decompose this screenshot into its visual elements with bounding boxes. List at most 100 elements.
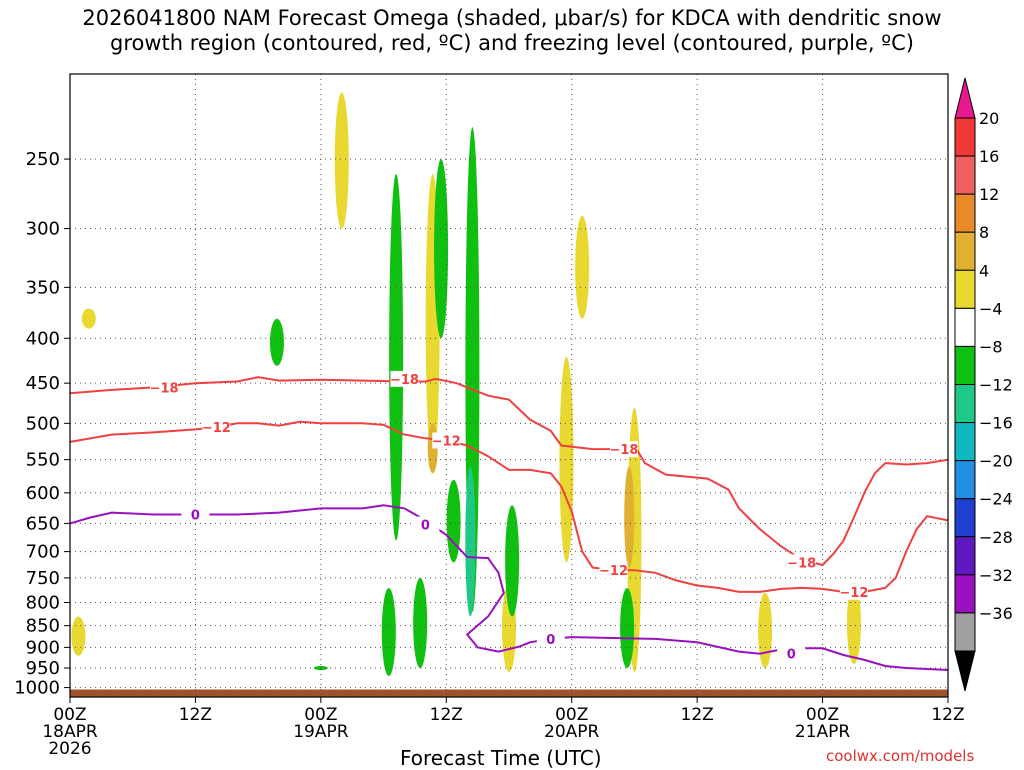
omega-region-19: [505, 505, 520, 617]
omega-region-0: [81, 308, 96, 329]
omega-region-14: [389, 174, 404, 541]
colorbar-label-3: 8: [979, 223, 989, 242]
x-tick-label-84: 12Z: [931, 705, 964, 725]
x-axis-label: Forecast Time (UTC): [400, 746, 602, 770]
colorbar-label-12: −32: [979, 566, 1013, 585]
colorbar-box-12: [954, 574, 976, 614]
x-tick-label-72: 00Z: [806, 705, 839, 725]
omega-region-6: [575, 215, 590, 319]
y-tick-label-650: 650: [26, 513, 60, 534]
contour-label-0-1: −18: [390, 373, 419, 388]
contour-lines: −18 −18 −18 −18 −12 −12 −12 −12 0 0 0 0: [69, 370, 949, 671]
omega-region-10: [758, 592, 773, 669]
omega-region-21: [434, 159, 449, 339]
y-tick-label-450: 450: [26, 373, 60, 394]
colorbar-box-9: [954, 460, 976, 500]
colorbar-label-13: −36: [979, 604, 1013, 623]
x-tick-date-24: 19APR: [293, 722, 349, 742]
colorbar-box-11: [954, 536, 976, 576]
omega-region-2: [334, 92, 349, 229]
colorbar-box-5: [954, 307, 976, 347]
colorbar-label-10: −24: [979, 490, 1013, 509]
ground-fill: [70, 689, 948, 697]
x-tick-date-48: 20APR: [544, 722, 600, 742]
y-axis: 2503003504004505005506006507007508008509…: [14, 149, 70, 699]
contour-label-bg-0-1: [390, 370, 419, 387]
y-tick-label-500: 500: [26, 413, 60, 434]
omega-region-22: [620, 587, 635, 669]
y-tick-label-700: 700: [26, 542, 60, 563]
x-tick-label-60: 12Z: [681, 705, 714, 725]
y-tick-label-800: 800: [26, 593, 60, 614]
colorbar-box-13: [954, 612, 976, 652]
colorbar-label-8: −16: [979, 414, 1013, 433]
colorbar-label-4: 4: [979, 261, 989, 280]
colorbar-label-5: −4: [979, 299, 1003, 318]
contour-label-1-0: −12: [202, 421, 231, 436]
contour-label-bg-2-3: [777, 645, 806, 662]
contour-label-bg-1-0: [202, 419, 231, 436]
contour-label-0-3: −18: [787, 556, 816, 571]
x-tick-date-0: 18APR: [42, 722, 98, 742]
contour-label-bg-2-0: [181, 506, 210, 523]
contour-label-2-0: 0: [191, 508, 200, 523]
y-tick-label-400: 400: [26, 328, 60, 349]
colorbar-box-4: [954, 269, 976, 309]
contour-label-0-0: −18: [150, 381, 179, 396]
colorbar-box-2: [954, 193, 976, 233]
x-tick-label-0: 00Z: [53, 705, 86, 725]
omega-region-15: [413, 577, 428, 669]
omega-region-9: [624, 466, 635, 568]
contour-label-2-3: 0: [787, 648, 796, 663]
credit-text: coolwx.com/models: [826, 747, 975, 765]
contour-label-bg-0-2: [609, 441, 638, 458]
colorbar-label-2: 12: [979, 185, 999, 204]
colorbar-label-6: −8: [979, 337, 1003, 356]
y-tick-label-350: 350: [26, 277, 60, 298]
ground-terrain: [70, 689, 948, 697]
x-tick-label-48: 00Z: [555, 705, 588, 725]
y-tick-label-600: 600: [26, 483, 60, 504]
contour-label-2-1: 0: [421, 519, 430, 534]
y-tick-label-900: 900: [26, 637, 60, 658]
contour-label-1-2: −12: [599, 564, 628, 579]
contour-label-bg-0-3: [787, 554, 816, 571]
title-line-1: 2026041800 NAM Forecast Omega (shaded, μ…: [82, 6, 942, 30]
y-tick-label-250: 250: [26, 149, 60, 170]
x-tick-label-12: 12Z: [179, 705, 212, 725]
colorbar-box-7: [954, 384, 976, 424]
y-tick-label-1000: 1000: [14, 678, 60, 699]
omega-region-7: [559, 356, 574, 563]
title-line-2: growth region (contoured, red, ºC) and f…: [110, 31, 914, 55]
contour-label-bg-2-1: [411, 516, 440, 533]
colorbar-box-6: [954, 345, 976, 385]
x-tick-label-36: 12Z: [430, 705, 463, 725]
y-tick-label-550: 550: [26, 450, 60, 471]
omega-shading: [71, 92, 861, 676]
colorbar-box-0: [954, 117, 976, 157]
colorbar-box-8: [954, 422, 976, 462]
colorbar-label-0: 20: [979, 109, 999, 128]
colorbar-label-11: −28: [979, 528, 1013, 547]
colorbar-label-1: 16: [979, 147, 999, 166]
contour-label-bg-1-1: [432, 432, 461, 449]
contour-label-bg-2-2: [536, 630, 565, 647]
contour-label-0-2: −18: [609, 443, 638, 458]
y-tick-label-850: 850: [26, 616, 60, 637]
omega-region-17: [446, 479, 461, 563]
colorbar-label-7: −12: [979, 376, 1013, 395]
colorbar-box-1: [954, 155, 976, 195]
colorbar-bottom-arrow: [954, 650, 976, 692]
x-tick-label-24: 00Z: [304, 705, 337, 725]
contour-label-1-1: −12: [432, 434, 461, 449]
omega-region-16: [381, 587, 396, 676]
contour-label-bg-1-3: [839, 583, 868, 600]
plot-frame: [69, 73, 949, 698]
omega-region-11: [846, 582, 861, 664]
omega-region-12: [269, 318, 284, 366]
colorbar-box-10: [954, 498, 976, 538]
colorbar-top-arrow: [954, 77, 976, 119]
contour-label-2-2: 0: [546, 633, 555, 648]
